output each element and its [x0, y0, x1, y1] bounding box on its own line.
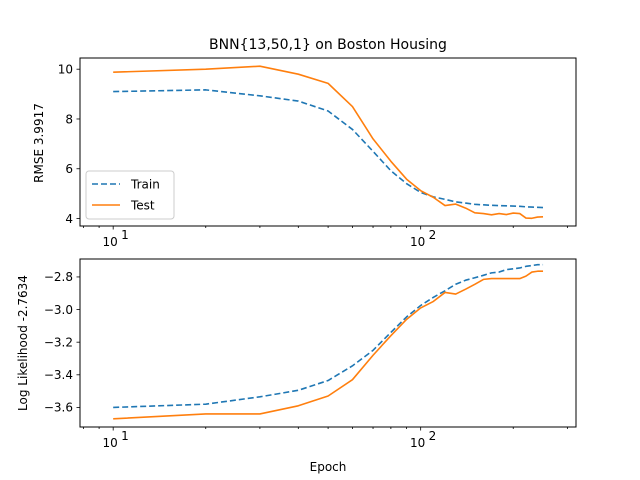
loglik-test-series-line	[113, 270, 544, 420]
legend-train-label: Train	[130, 178, 160, 192]
rmse-train-series-line	[113, 89, 544, 209]
legend-box	[85, 170, 175, 220]
rmse-y-tick-label: 10	[58, 63, 73, 77]
loglik-x-tick-exponent: 1	[121, 429, 129, 443]
rmse-panel: BNN{13,50,1} on Boston Housing RMSE 3.99…	[32, 37, 577, 249]
chart-title: BNN{13,50,1} on Boston Housing	[209, 37, 447, 53]
rmse-y-tick-label: 4	[65, 212, 73, 226]
rmse-x-tick-exponent: 2	[429, 228, 437, 242]
rmse-y-axis-label: RMSE 3.9917	[32, 103, 46, 183]
loglik-y-tick-label: −3.0	[44, 303, 73, 317]
legend: Train Test	[85, 170, 175, 220]
rmse-x-tick-label: 10	[410, 235, 425, 249]
loglik-y-tick-label: −2.8	[44, 270, 73, 284]
loglik-train-series-line	[113, 263, 544, 409]
rmse-axes-frame	[79, 57, 577, 227]
loglik-marks: 10 1 10 2−3.6−3.4−3.2−3.0−2.8	[44, 263, 568, 450]
loglik-x-tick-label: 10	[103, 436, 118, 450]
loglik-axes-frame	[79, 258, 577, 428]
log-likelihood-panel: Log Likelihood -2.7634 Epoch 10 1 10 2−3.6−…	[16, 258, 577, 474]
loglik-x-tick-label: 10	[410, 436, 425, 450]
rmse-x-tick-label: 10	[103, 235, 118, 249]
rmse-y-tick-label: 6	[65, 162, 73, 176]
loglik-y-tick-label: −3.6	[44, 401, 73, 415]
rmse-y-tick-label: 8	[65, 112, 73, 126]
loglik-y-tick-label: −3.2	[44, 335, 73, 349]
loglik-y-axis-label: Log Likelihood -2.7634	[16, 275, 30, 411]
legend-test-label: Test	[130, 199, 155, 213]
loglik-x-tick-exponent: 2	[429, 429, 437, 443]
rmse-x-tick-exponent: 1	[121, 228, 129, 242]
rmse-test-series-line	[113, 65, 544, 220]
x-axis-label: Epoch	[310, 460, 347, 474]
loglik-y-tick-label: −3.4	[44, 368, 73, 382]
